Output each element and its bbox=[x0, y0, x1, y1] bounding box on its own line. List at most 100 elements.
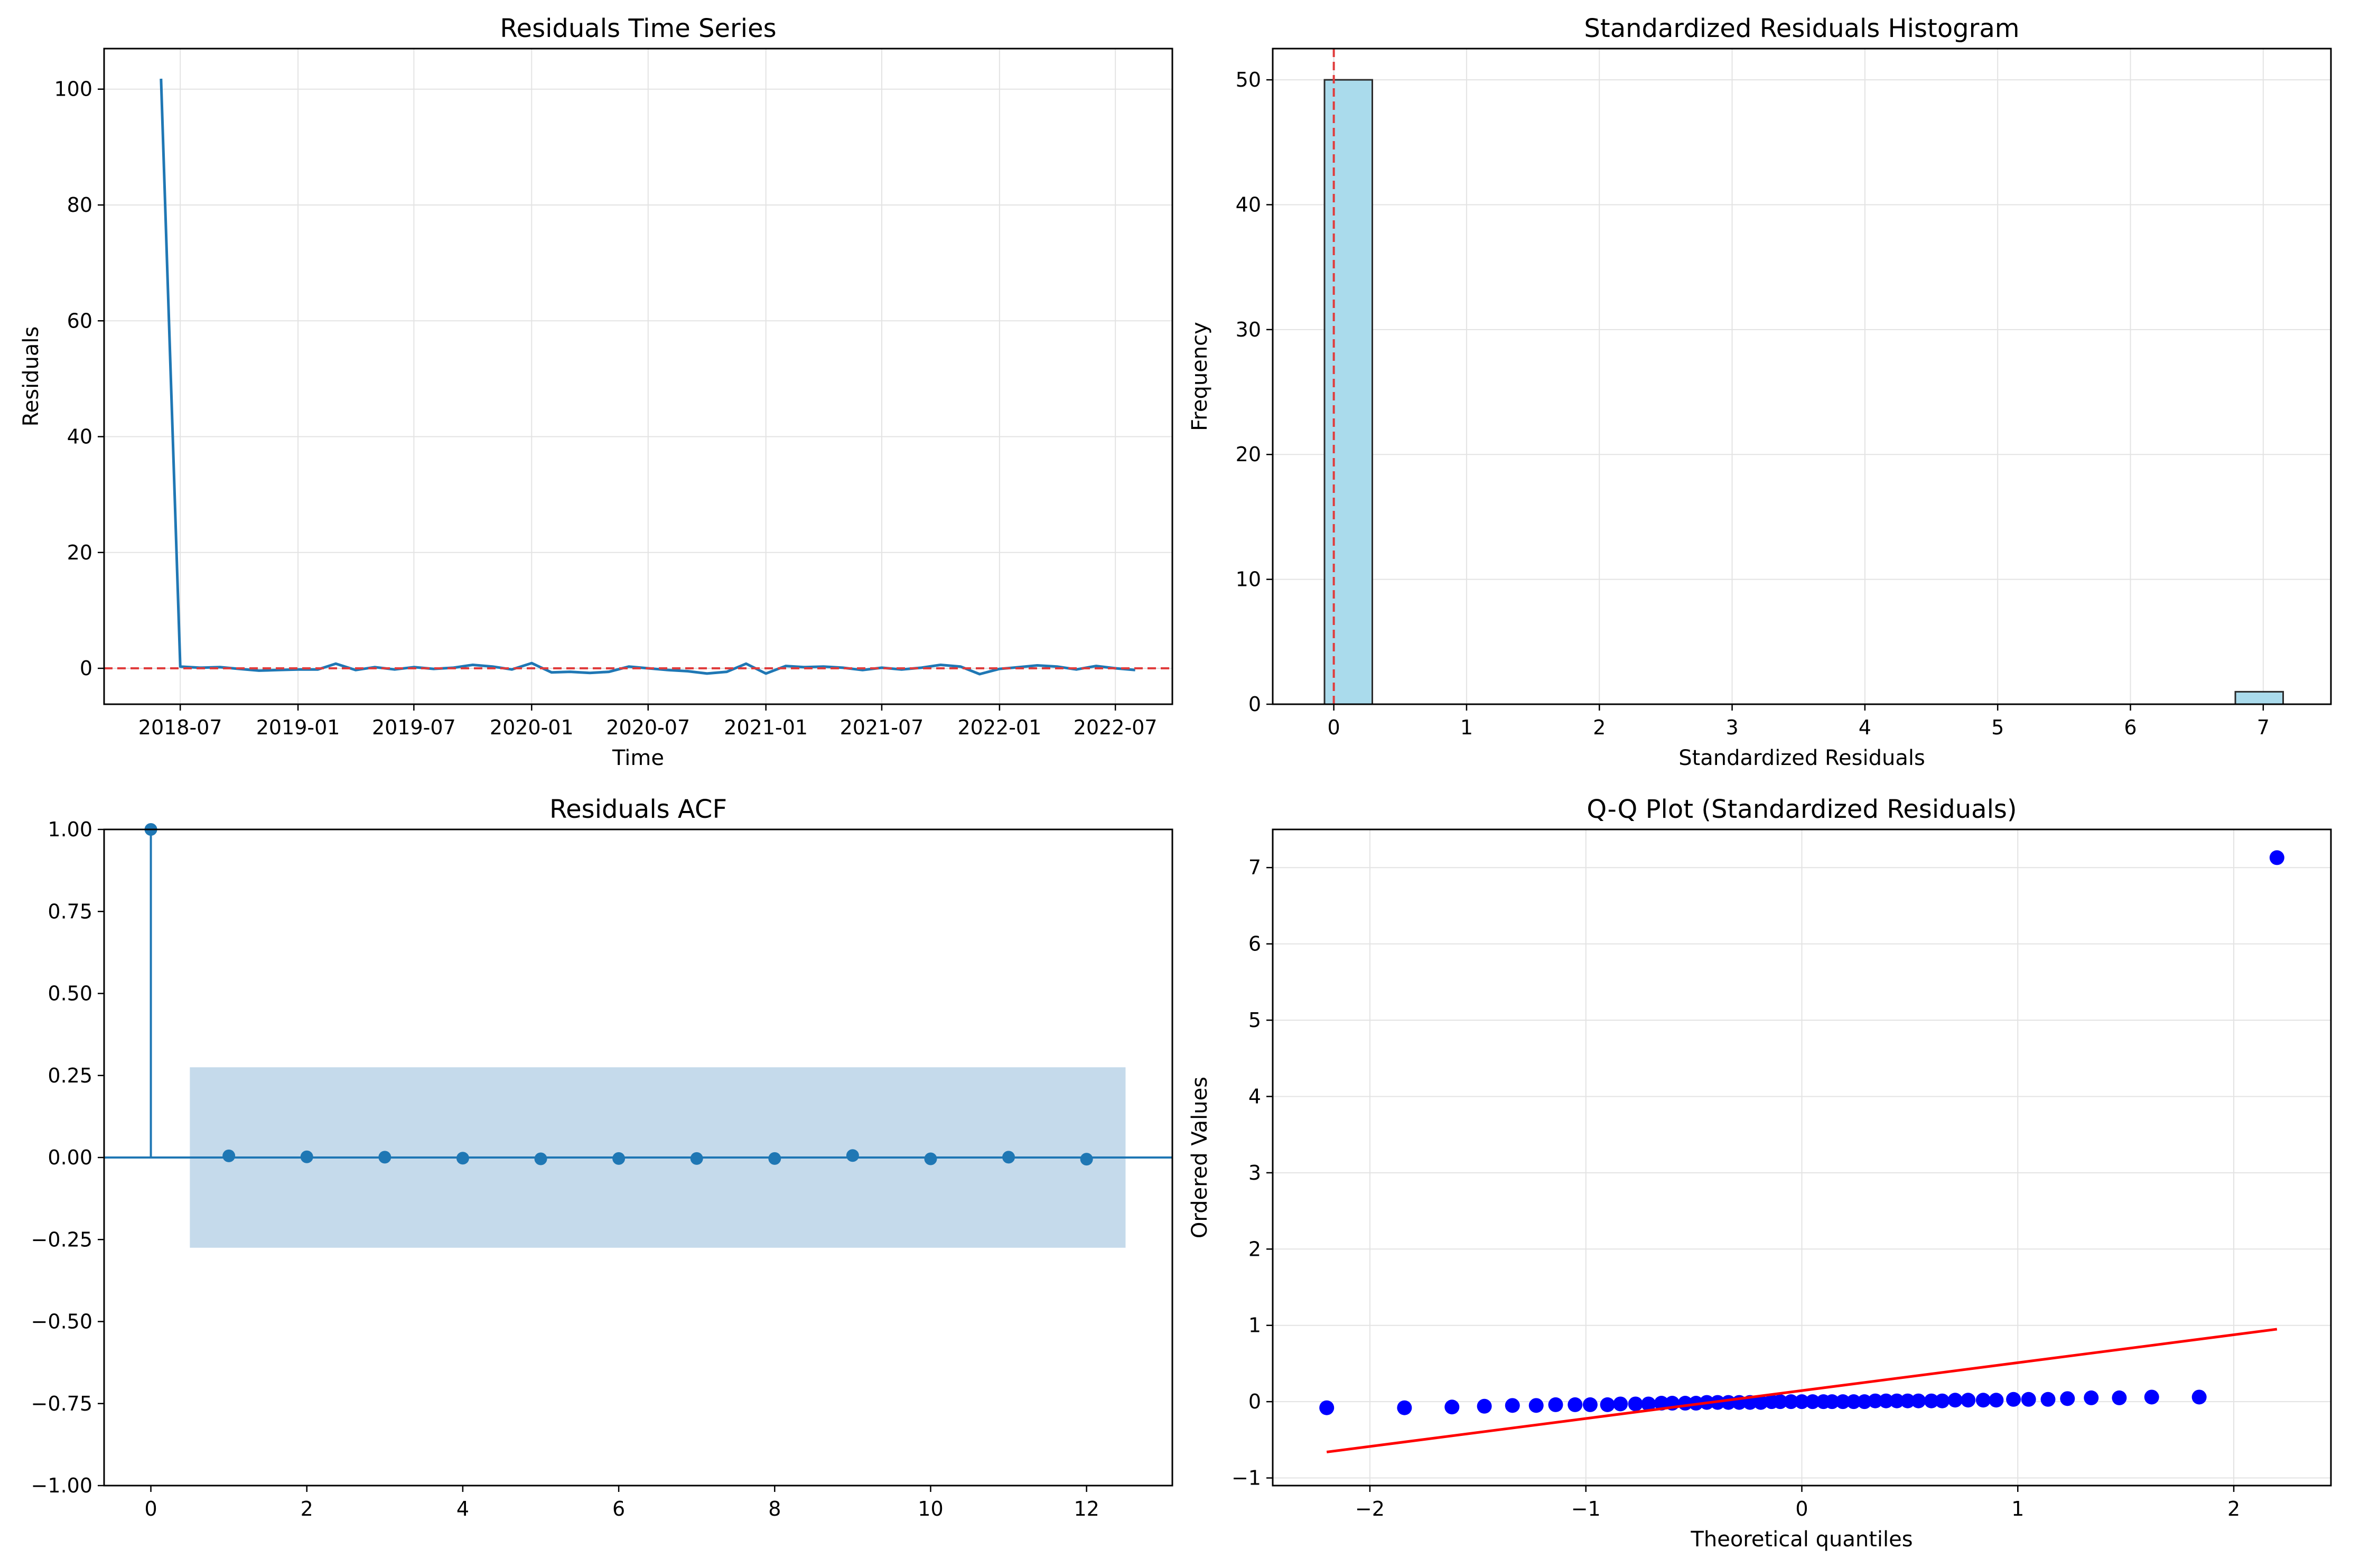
qq-point bbox=[1397, 1400, 1412, 1415]
qq-point bbox=[1613, 1396, 1628, 1412]
y-tick-label: 0 bbox=[1248, 693, 1261, 716]
qq-point bbox=[1600, 1397, 1615, 1412]
x-tick-label: 2019-07 bbox=[372, 716, 456, 739]
qq-point bbox=[1935, 1393, 1950, 1408]
plot-frame bbox=[103, 48, 1173, 705]
x-tick-label: 8 bbox=[768, 1497, 781, 1520]
x-tick-label: 2018-07 bbox=[138, 716, 222, 739]
y-tick-label: 0.50 bbox=[48, 982, 92, 1005]
y-tick-label: 10 bbox=[1236, 568, 1261, 591]
acf-point bbox=[924, 1152, 937, 1165]
acf-point bbox=[690, 1152, 703, 1165]
qq-point bbox=[1641, 1396, 1656, 1412]
x-tick-label: 2020-01 bbox=[490, 716, 574, 739]
qq-point bbox=[1477, 1398, 1492, 1414]
x-tick-label: 10 bbox=[918, 1497, 943, 1520]
x-tick-label: 6 bbox=[2124, 716, 2137, 739]
qq-point bbox=[1989, 1393, 2004, 1408]
qq-point bbox=[2084, 1390, 2099, 1405]
qq-point bbox=[2006, 1392, 2021, 1407]
x-tick-label: 2019-01 bbox=[256, 716, 340, 739]
chart-title: Residuals ACF bbox=[549, 795, 727, 824]
y-tick-label: −1 bbox=[1232, 1467, 1261, 1490]
x-tick-label: 2020-07 bbox=[606, 716, 690, 739]
qq-point bbox=[2040, 1392, 2056, 1407]
qq-point bbox=[1582, 1397, 1598, 1412]
qq-point bbox=[1835, 1394, 1851, 1410]
x-tick-label: 12 bbox=[1074, 1497, 1099, 1520]
x-tick-label: 7 bbox=[2257, 716, 2270, 739]
chart-title: Standardized Residuals Histogram bbox=[1584, 14, 2019, 43]
y-tick-label: 1 bbox=[1248, 1314, 1261, 1337]
qq-point bbox=[1505, 1398, 1520, 1413]
acf-point bbox=[612, 1152, 626, 1165]
x-tick-label: 2021-01 bbox=[724, 716, 808, 739]
y-tick-label: 6 bbox=[1248, 932, 1261, 956]
acf-point bbox=[456, 1152, 469, 1165]
y-tick-label: 40 bbox=[67, 425, 92, 449]
x-tick-label: 2022-01 bbox=[958, 716, 1042, 739]
x-tick-label: 2 bbox=[2227, 1497, 2240, 1520]
qq-point bbox=[1824, 1394, 1840, 1410]
y-axis-label: Ordered Values bbox=[1188, 1077, 1212, 1238]
qq-point bbox=[2060, 1391, 2075, 1406]
histogram-bar bbox=[2234, 690, 2284, 705]
qq-point bbox=[1947, 1393, 1963, 1408]
x-axis-label: Theoretical quantiles bbox=[1690, 1527, 1913, 1552]
plot-frame bbox=[1272, 48, 2332, 705]
y-axis-label: Residuals bbox=[19, 326, 43, 427]
qq-point bbox=[1753, 1395, 1768, 1410]
qq-point bbox=[1784, 1394, 1799, 1410]
y-tick-label: 1.00 bbox=[48, 818, 92, 841]
x-tick-label: 2021-07 bbox=[840, 716, 924, 739]
qq-point bbox=[1628, 1396, 1643, 1412]
qq-point bbox=[1961, 1393, 1976, 1408]
y-tick-label: 100 bbox=[54, 78, 92, 101]
y-tick-label: 2 bbox=[1248, 1237, 1261, 1261]
qq-point bbox=[2112, 1390, 2127, 1405]
qq-point bbox=[1911, 1393, 1926, 1408]
qq-point bbox=[1794, 1394, 1809, 1410]
qq-point bbox=[1805, 1394, 1820, 1410]
qq-point bbox=[2269, 850, 2284, 865]
plot-frame bbox=[103, 828, 1173, 1487]
qq-point bbox=[2191, 1389, 2207, 1405]
x-tick-label: 0 bbox=[144, 1497, 157, 1520]
histogram-bar bbox=[1323, 79, 1373, 705]
x-tick-label: 1 bbox=[2011, 1497, 2024, 1520]
plot-frame bbox=[1272, 828, 2332, 1487]
x-axis-label: Standardized Residuals bbox=[1678, 746, 1925, 770]
x-tick-label: 2 bbox=[1593, 716, 1606, 739]
x-tick-label: 0 bbox=[1795, 1497, 1808, 1520]
qq-point bbox=[1924, 1393, 1939, 1408]
qq-point bbox=[1868, 1393, 1883, 1408]
qq-fit-line bbox=[1326, 1328, 2278, 1453]
y-tick-label: 20 bbox=[1236, 443, 1261, 466]
qq-point bbox=[2021, 1392, 2036, 1407]
chart-title: Residuals Time Series bbox=[500, 14, 776, 43]
y-tick-label: 0 bbox=[1248, 1390, 1261, 1413]
qq-point bbox=[1878, 1393, 1893, 1408]
acf-point bbox=[300, 1150, 313, 1163]
acf-point bbox=[378, 1151, 391, 1164]
y-tick-label: 30 bbox=[1236, 318, 1261, 341]
qq-point bbox=[1773, 1394, 1788, 1410]
y-tick-label: 0.75 bbox=[48, 900, 92, 923]
y-tick-label: 0.25 bbox=[48, 1064, 92, 1087]
x-tick-label: 1 bbox=[1460, 716, 1473, 739]
y-tick-label: 50 bbox=[1236, 68, 1261, 91]
qq-point bbox=[1444, 1399, 1460, 1415]
acf-point bbox=[222, 1149, 236, 1162]
x-tick-label: 5 bbox=[1991, 716, 2004, 739]
qq-point bbox=[2144, 1389, 2159, 1405]
y-tick-label: −1.00 bbox=[31, 1474, 92, 1497]
y-tick-label: 0 bbox=[80, 657, 92, 680]
x-axis-label: Time bbox=[612, 746, 664, 770]
y-tick-label: 5 bbox=[1248, 1009, 1261, 1032]
y-tick-label: 0.00 bbox=[48, 1146, 92, 1169]
y-tick-label: 60 bbox=[67, 309, 92, 332]
acf-point bbox=[1002, 1151, 1015, 1164]
x-tick-label: −2 bbox=[1355, 1497, 1385, 1520]
y-tick-label: −0.25 bbox=[31, 1228, 92, 1251]
